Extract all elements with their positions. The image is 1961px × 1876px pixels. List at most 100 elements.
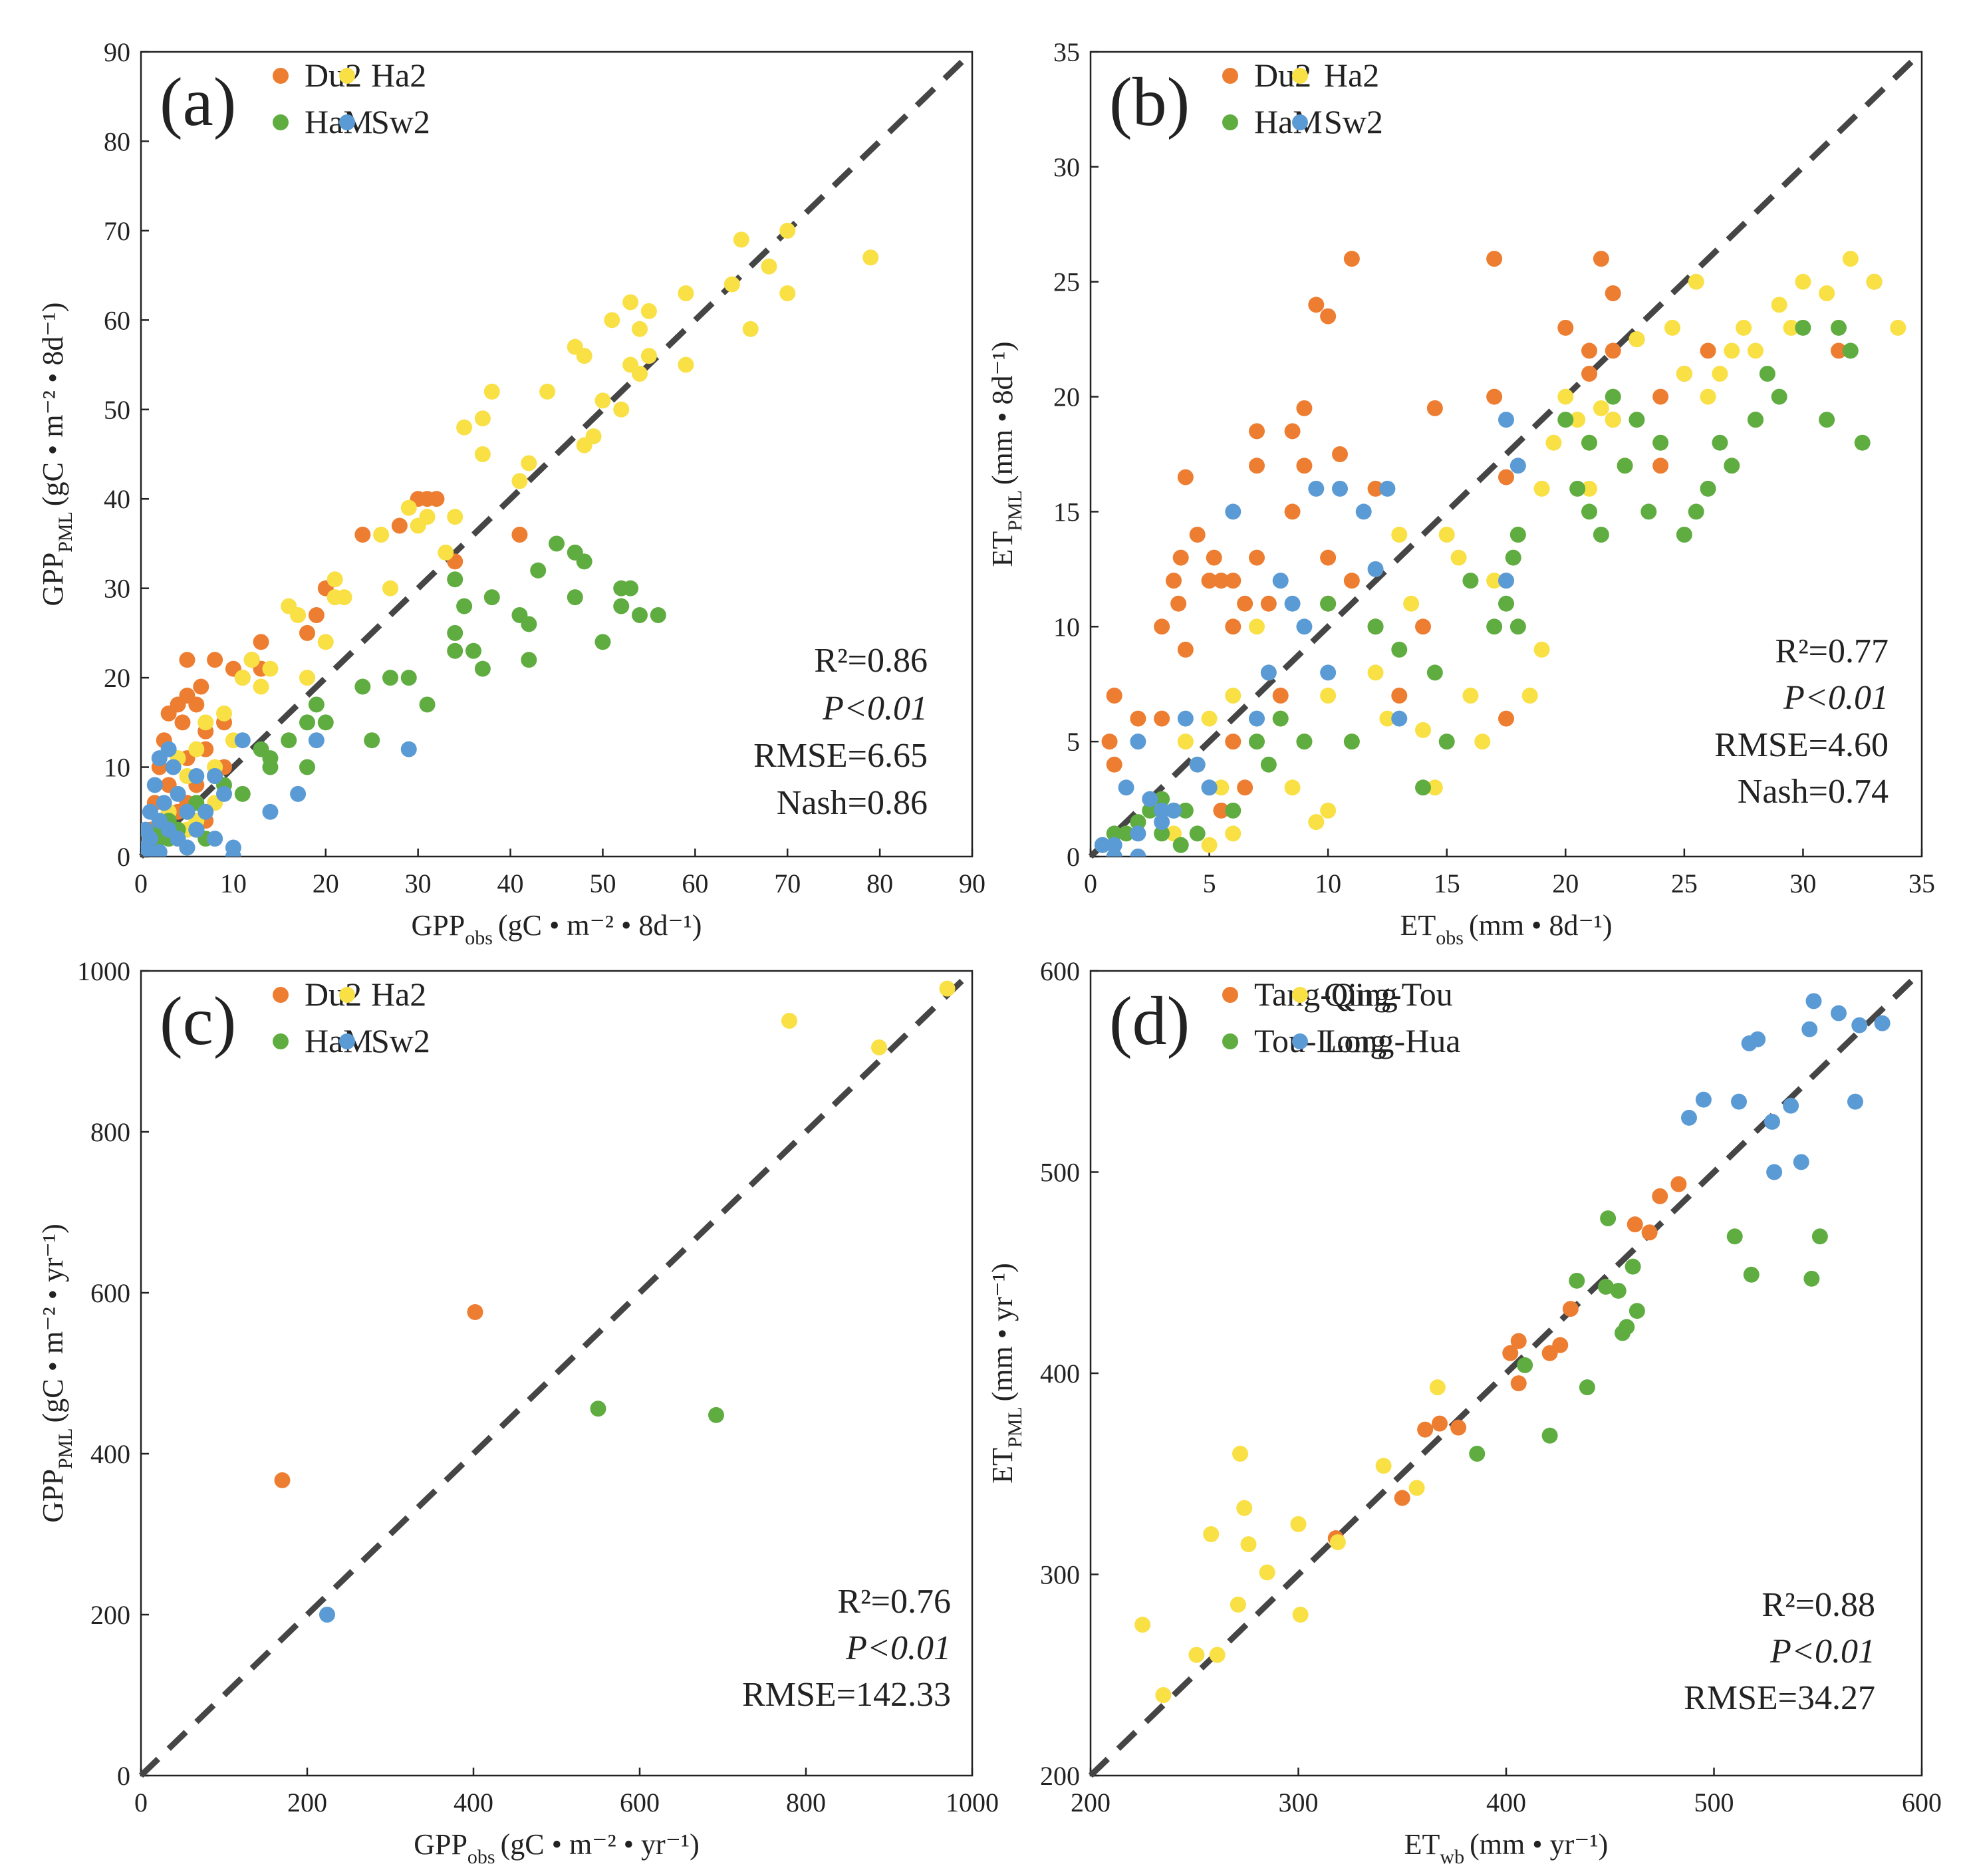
x-tick-label: 80 [866,869,893,898]
legend-marker-sw2 [339,1033,355,1049]
point-sw2 [1201,779,1218,796]
point-sw2 [1106,849,1122,857]
point-ha2 [1664,319,1680,336]
point-qing-tou [1290,1516,1307,1532]
point-du2 [1106,688,1122,704]
point-ha2 [733,231,749,248]
y-axis-label-sub: PML [1004,490,1026,531]
point-du2 [1486,388,1503,405]
point-du2 [308,607,325,623]
x-axis-label-sub: obs [1436,927,1464,949]
point-du2 [1213,802,1230,819]
point-ha2 [299,670,315,686]
y-tick-label: 600 [90,1278,130,1308]
stat-line: RMSE=34.27 [1684,1679,1875,1717]
x-tick-label: 600 [620,1788,660,1817]
point-sw2 [179,803,196,820]
point-ham [364,732,380,749]
point-ha2 [1308,814,1325,831]
point-qing-tou [1155,1687,1172,1703]
y-tick-label: 300 [1040,1560,1080,1590]
point-sw2 [1166,802,1182,819]
point-ha2 [317,634,334,650]
point-ham [447,642,463,659]
legend-marker-ha2 [1292,68,1308,84]
point-ha2 [779,222,796,239]
point-ham [576,553,592,570]
x-tick-label: 30 [1789,869,1816,898]
y-axis-label: GPPPML (gC • m⁻² • 8d⁻¹) [37,303,76,606]
y-tick-label: 30 [1053,152,1080,182]
point-sw2 [1094,837,1111,853]
point-du2 [1154,710,1170,727]
point-ham [1509,527,1526,543]
point-sw2 [1391,710,1408,727]
point-ham [308,696,325,713]
point-ha2 [262,660,279,677]
legend-label: HaM [305,1022,373,1059]
point-ham [708,1407,724,1423]
y-tick-label: 10 [104,753,130,783]
x-axis-label-sub: obs [467,1846,495,1868]
y-axis-label-main: ET [986,1448,1019,1484]
point-du2 [1700,342,1716,359]
point-tou-long [1726,1228,1743,1245]
legend-marker-long-hua [1292,1033,1308,1049]
point-sw2 [1225,503,1242,520]
point-ha2 [1866,273,1883,290]
stat-line: R²=0.77 [1775,632,1889,670]
x-tick-label: 200 [1071,1788,1111,1817]
point-ham [521,616,537,632]
legend-label: Sw2 [371,1022,430,1059]
point-du2 [1189,527,1206,543]
point-ham [1617,458,1633,474]
point-du2 [1225,734,1242,750]
x-tick-label: 10 [1315,869,1341,898]
y-axis-label-main: ET [986,531,1019,567]
point-du2 [1166,573,1182,589]
point-du2 [1498,469,1514,485]
y-tick-label: 800 [90,1117,130,1147]
legend-label: Ha2 [371,976,426,1013]
point-ham [650,607,666,623]
y-tick-label: 90 [104,37,130,67]
point-ha2 [1225,688,1242,704]
point-tou-long [1743,1266,1760,1283]
data-points [1094,251,1906,857]
point-long-hua [1805,993,1822,1009]
point-ham [1172,837,1189,853]
point-ha2 [438,544,454,561]
data-points [141,222,879,857]
point-ha2 [1320,802,1337,819]
x-tick-label: 5 [1203,869,1216,898]
point-ha2 [1438,527,1455,543]
point-ha2 [742,321,759,337]
point-qing-tou [1429,1379,1446,1396]
point-long-hua [1731,1093,1747,1110]
point-ham [1581,434,1597,451]
point-ha2 [781,1013,797,1029]
point-tang-qing [1652,1188,1668,1204]
point-ham [1391,641,1408,658]
point-du2 [1154,618,1170,635]
legend-label: Tou-Long [1254,1022,1386,1059]
point-sw2 [1332,480,1348,497]
point-ham [1225,802,1242,819]
point-ha2 [1795,273,1811,290]
point-ham [281,732,297,749]
point-du2 [1172,549,1189,566]
y-axis-label-sub: PML [1004,1407,1026,1448]
point-long-hua [1801,1021,1818,1037]
point-ha2 [871,1039,887,1055]
point-ham [632,607,648,623]
point-ham [1605,388,1621,405]
point-ha2 [1783,319,1799,336]
point-du2 [428,491,445,507]
x-tick-label: 35 [1908,869,1935,898]
point-sw2 [262,803,279,820]
legend-marker-ham [273,1033,289,1049]
point-tou-long [1598,1278,1614,1295]
point-du2 [1652,388,1669,405]
point-sw2 [156,795,172,811]
